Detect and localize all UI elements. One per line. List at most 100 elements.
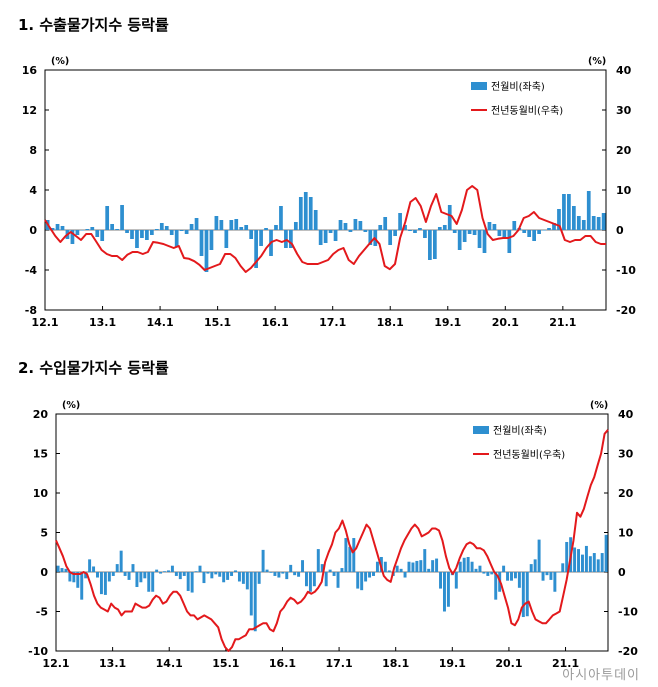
bar-mom	[99, 572, 103, 595]
bar-mom	[487, 222, 492, 230]
bar-mom	[529, 564, 533, 572]
bar-mom	[92, 566, 96, 572]
bar-mom	[174, 230, 179, 247]
bar-mom	[140, 230, 144, 238]
bar-mom	[198, 565, 202, 572]
bar-mom	[576, 216, 581, 230]
bar-mom	[139, 572, 143, 583]
bar-mom	[372, 572, 375, 576]
bar-mom	[537, 230, 541, 234]
bar-mom	[458, 561, 462, 572]
x-tick-label: 20.1	[492, 316, 519, 329]
bar-mom	[301, 560, 305, 572]
bar-mom	[224, 230, 229, 248]
bar-mom	[408, 230, 412, 231]
bar-mom	[293, 222, 298, 230]
bar-mom	[427, 568, 431, 572]
bar-mom	[328, 569, 332, 572]
bar-mom	[184, 230, 189, 234]
bar-mom	[467, 230, 472, 234]
left-tick-label: 15	[33, 448, 48, 461]
bar-mom	[244, 225, 249, 230]
left-tick-label: 20	[33, 408, 49, 421]
bar-mom	[541, 572, 545, 581]
bar-mom	[76, 572, 80, 588]
bar-mom	[413, 230, 417, 233]
legend-bar-swatch	[473, 426, 489, 434]
bar-mom	[100, 230, 105, 241]
bar-mom	[432, 230, 437, 259]
bar-mom	[352, 538, 356, 572]
bar-mom	[234, 219, 239, 230]
bar-mom	[135, 230, 139, 248]
bar-mom	[580, 554, 584, 572]
bar-mom	[178, 572, 182, 580]
left-tick-label: 0	[29, 224, 37, 237]
bar-mom	[55, 224, 60, 230]
bar-mom	[194, 218, 199, 230]
bar-mom	[462, 557, 466, 572]
bar-mom	[332, 572, 336, 576]
bar-mom	[478, 565, 482, 572]
chart2-title: 2. 수입물가지수 등락률	[18, 359, 169, 377]
bar-mom	[340, 568, 344, 572]
bar-mom	[600, 553, 604, 572]
bar-mom	[229, 220, 234, 230]
bar-mom	[111, 572, 115, 576]
left-unit-label: (%)	[62, 400, 80, 411]
bar-mom	[512, 221, 517, 230]
bar-mom	[435, 558, 439, 572]
bar-mom	[147, 572, 151, 592]
right-tick-label: 40	[618, 408, 634, 421]
bar-mom	[70, 230, 75, 244]
bar-mom	[163, 571, 167, 572]
bar-mom	[130, 230, 134, 239]
x-tick-label: 17.1	[319, 316, 346, 329]
bar-mom	[431, 560, 435, 572]
right-tick-label: 30	[616, 104, 632, 117]
left-tick-label: 0	[40, 566, 48, 579]
bar-mom	[482, 572, 486, 574]
x-tick-label: 18.1	[377, 316, 404, 329]
bar-mom	[521, 572, 525, 618]
bar-mom	[356, 572, 360, 589]
bar-mom	[88, 559, 92, 572]
bar-mom	[581, 220, 586, 230]
bar-mom	[328, 230, 333, 233]
bar-mom	[502, 565, 506, 572]
bar-mom	[591, 216, 596, 230]
bar-mom	[115, 229, 119, 230]
right-unit-label: (%)	[590, 400, 608, 411]
bar-mom	[472, 230, 477, 235]
watermark-text: 아시아투데이	[562, 668, 640, 683]
bar-mom	[552, 223, 556, 230]
right-unit-label: (%)	[588, 56, 606, 67]
bar-mom	[199, 230, 204, 256]
bar-mom	[107, 572, 111, 582]
bar-mom	[219, 220, 224, 230]
bar-mom	[303, 192, 308, 230]
bar-mom	[567, 194, 571, 230]
bar-mom	[490, 572, 494, 575]
bar-mom	[274, 225, 278, 230]
bar-mom	[249, 572, 253, 616]
bar-mom	[95, 230, 100, 237]
bar-mom	[557, 209, 561, 230]
bar-mom	[454, 572, 458, 589]
bar-mom	[249, 230, 254, 239]
bar-mom	[96, 572, 99, 578]
x-tick-label: 13.1	[89, 316, 116, 329]
left-tick-label: -4	[25, 264, 38, 277]
bar-mom	[210, 572, 214, 579]
bar-mom	[532, 230, 536, 241]
bar-mom	[115, 564, 119, 572]
bar-mom	[364, 572, 368, 582]
left-unit-label: (%)	[51, 56, 69, 67]
x-tick-label: 12.1	[42, 657, 69, 670]
bar-mom	[222, 572, 226, 583]
bar-mom	[186, 572, 190, 591]
bar-mom	[289, 230, 293, 248]
bar-mom	[437, 227, 442, 230]
bar-mom	[174, 572, 178, 576]
bar-mom	[304, 572, 308, 587]
